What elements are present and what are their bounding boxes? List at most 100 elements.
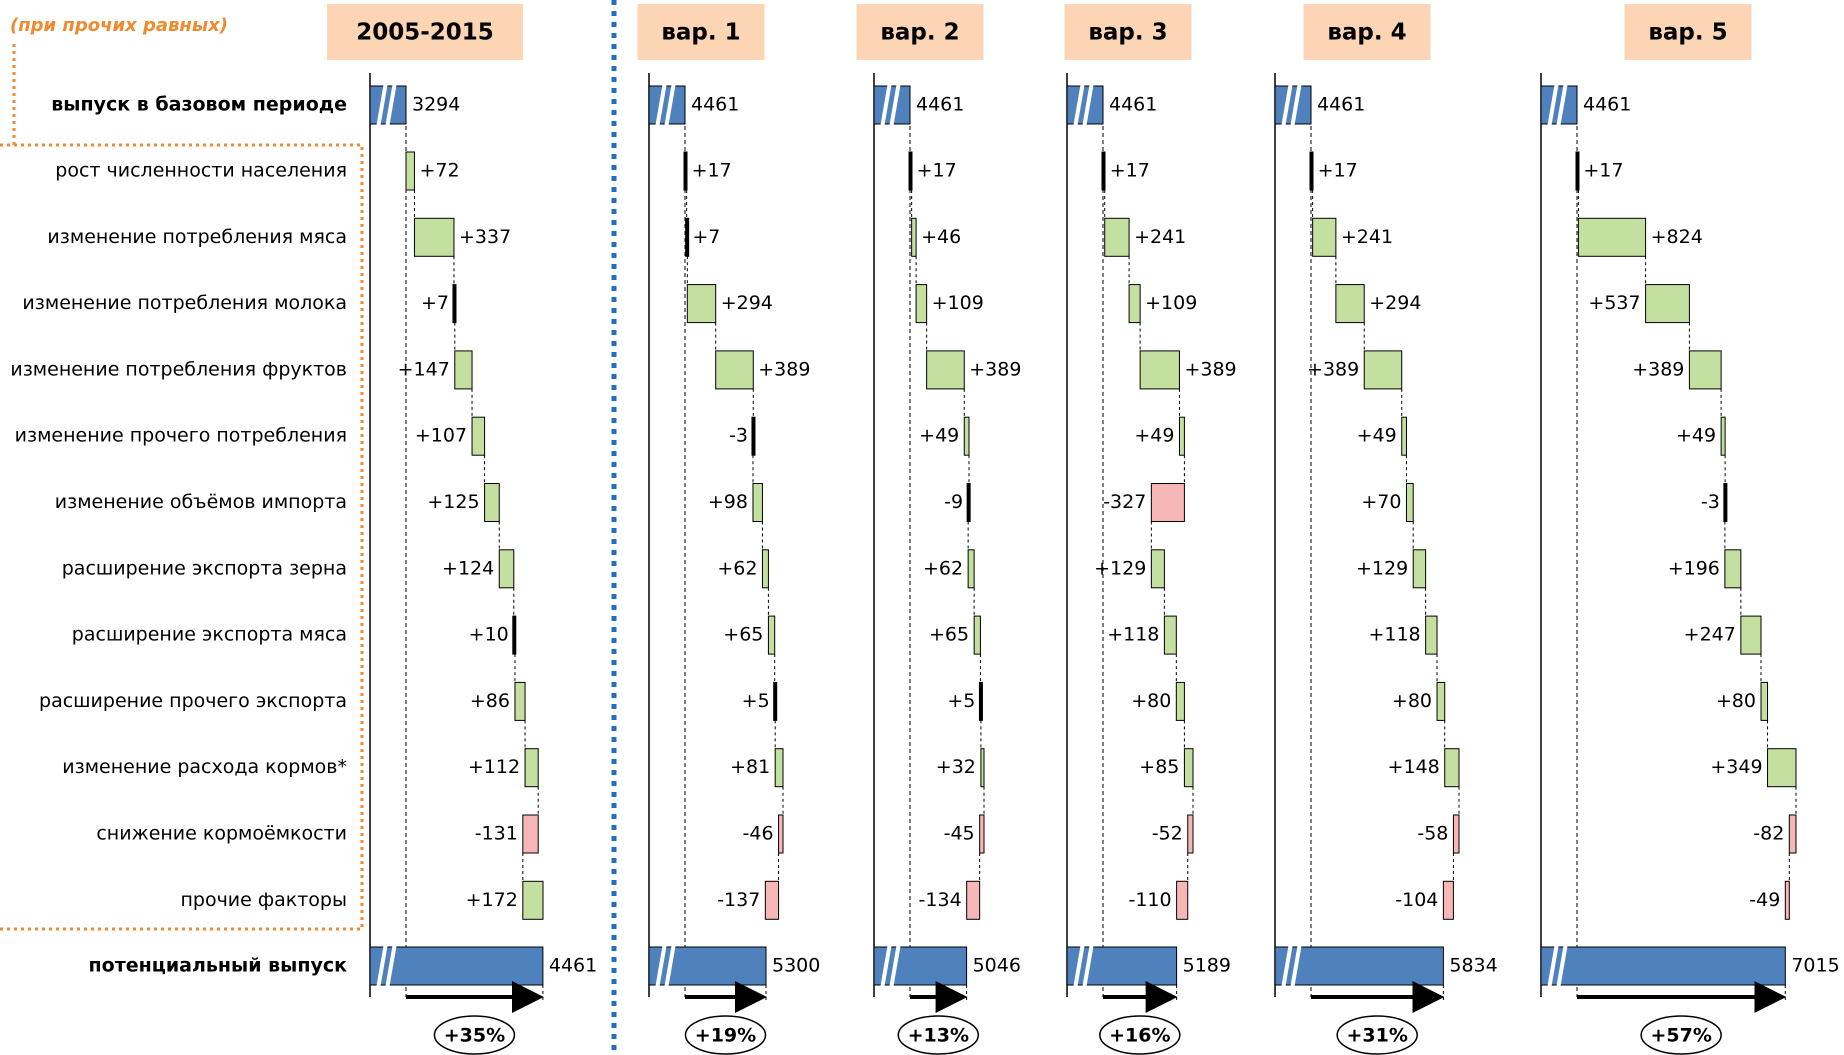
bar [471,416,486,456]
header: вар. 1 [661,20,740,46]
break-mark [376,942,397,990]
value-label: -45 [944,823,975,845]
value-label: -3 [1701,491,1720,513]
value-label: +46 [921,226,961,248]
value-label: 4461 [1583,94,1631,116]
value-label: +5 [947,690,975,712]
value-label: 5300 [772,955,820,977]
bar [1183,748,1194,788]
value-label: -131 [475,823,518,845]
bar [454,350,473,390]
value-label: +125 [427,491,479,513]
bar [1175,681,1185,721]
change-ellipse [684,1015,767,1055]
value-label: +49 [1357,425,1397,447]
bar [764,880,780,920]
header-box [1064,4,1192,60]
value-label: +389 [1307,358,1359,380]
bar [685,217,690,257]
value-label: +17 [1110,160,1150,182]
value-label: 3294 [412,94,460,116]
value-label: +109 [932,292,984,314]
break-mark [655,942,676,990]
row-label: рост численности населения [55,160,347,182]
bar [1724,549,1742,589]
value-label: +389 [1184,358,1236,380]
bar [1720,416,1726,456]
value-label: 5834 [1449,955,1497,977]
value-label: -52 [1152,823,1183,845]
bar [522,814,539,854]
change-label: +35% [444,1025,505,1047]
header-box [637,4,765,60]
bar [1767,748,1797,788]
header-box [327,4,523,60]
value-label: -46 [743,823,774,845]
row-label: прочие факторы [180,889,347,911]
value-label: -9 [944,491,963,513]
bar [1444,748,1460,788]
bar [1425,615,1438,655]
change-label: +16% [1109,1025,1170,1047]
value-label: 4461 [1317,94,1365,116]
bar [413,217,455,257]
value-label: +107 [415,425,467,447]
bar [752,483,763,522]
value-label: +247 [1684,624,1736,646]
bar [1363,350,1403,390]
bar [1187,814,1194,854]
header-box [1624,4,1752,60]
value-label: +294 [1369,292,1421,314]
value-label: +80 [1131,690,1171,712]
bar [484,483,500,522]
value-label: +70 [1361,491,1401,513]
bar [967,549,975,589]
value-label: +129 [1094,557,1146,579]
bar [1740,615,1762,655]
bar [683,151,688,191]
bar [452,284,457,324]
value-label: +118 [1368,624,1420,646]
value-label: +241 [1341,226,1393,248]
row-label: изменение потребления мяса [47,226,347,248]
change-label: +13% [908,1025,969,1047]
value-label: +80 [1716,690,1756,712]
header: вар. 3 [1088,20,1167,46]
row-label: снижение кормоёмкости [96,823,347,845]
header: 2005-2015 [356,20,494,46]
bar [498,549,515,589]
bar [915,284,928,324]
header: вар. 5 [1648,20,1727,46]
bar [966,483,971,522]
bar [979,814,985,854]
bar [1150,549,1165,589]
header-box [856,4,984,60]
bar [512,615,517,655]
value-label: +389 [758,358,810,380]
value-label: +389 [1632,358,1684,380]
bar [963,416,970,456]
value-label: +537 [1588,292,1640,314]
value-label: +349 [1710,756,1762,778]
break-mark [1073,942,1094,990]
value-label: +17 [1318,160,1358,182]
value-label: +294 [721,292,773,314]
bar [767,615,776,655]
bar [761,549,769,589]
row-label: изменение прочего потребления [15,425,347,447]
value-label: +85 [1139,756,1179,778]
bar [926,350,965,390]
value-label: -82 [1753,823,1784,845]
row-label: расширение экспорта зерна [62,557,347,579]
break-mark [376,81,397,129]
row-label: расширение экспорта мяса [72,624,347,646]
bar [978,681,983,721]
value-label: -134 [919,889,962,911]
bar [1577,217,1647,257]
value-label: +196 [1668,557,1720,579]
bar [1723,483,1728,522]
change-ellipse [1640,1015,1722,1055]
break-mark [880,81,901,129]
value-label: +98 [708,491,748,513]
row-label: изменение потребления молока [22,292,347,314]
